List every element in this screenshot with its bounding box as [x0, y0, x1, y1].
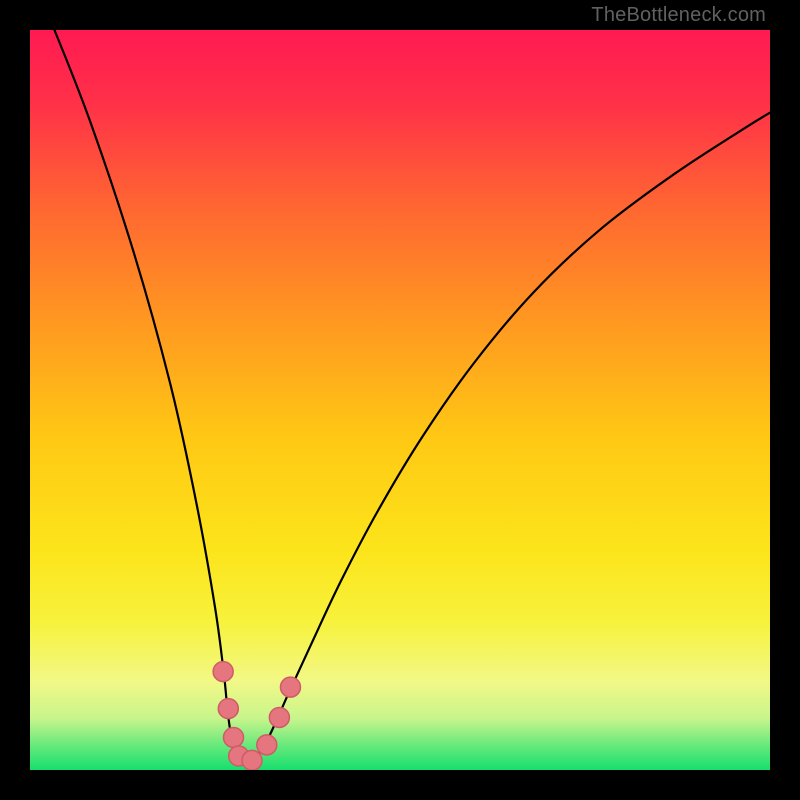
marker-dot — [257, 735, 277, 755]
marker-dot — [269, 707, 289, 727]
background-gradient — [30, 30, 770, 770]
chart-svg — [30, 30, 770, 770]
chart-area — [30, 30, 770, 770]
outer-frame: TheBottleneck.com — [0, 0, 800, 800]
marker-dot — [224, 727, 244, 747]
marker-dot — [213, 662, 233, 682]
marker-dot — [242, 750, 262, 770]
marker-dot — [280, 677, 300, 697]
watermark-text: TheBottleneck.com — [591, 4, 766, 27]
marker-dot — [218, 699, 238, 719]
